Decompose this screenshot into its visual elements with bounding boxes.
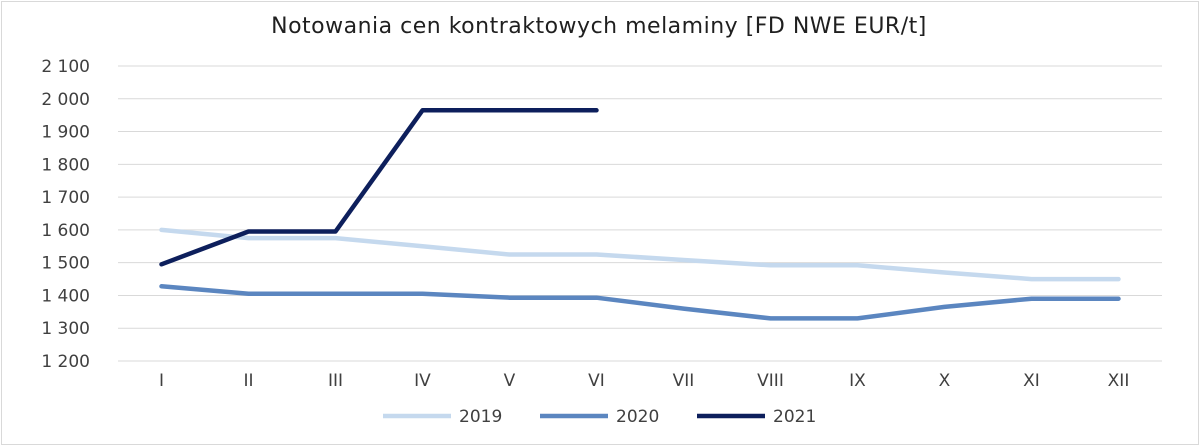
x-tick-label: V <box>504 371 516 391</box>
x-tick-label: VIII <box>757 371 784 391</box>
x-tick-label: IX <box>849 371 866 391</box>
y-axis-ticks: 1 200 1 300 1 400 1 500 1 600 1 700 1 800 1 900… <box>41 57 90 372</box>
x-tick-label: III <box>328 371 343 391</box>
y-tick-label: 2 100 <box>41 57 90 77</box>
x-tick-label: XI <box>1023 371 1040 391</box>
chart-title: Notowania cen kontraktowych melaminy [FD… <box>271 14 927 39</box>
x-tick-label: VI <box>588 371 605 391</box>
y-tick-label: 1 300 <box>41 319 90 339</box>
y-tick-label: 1 200 <box>41 352 90 372</box>
y-tick-label: 1 500 <box>41 254 90 274</box>
x-tick-label: I <box>159 371 164 391</box>
legend-item-2020[interactable]: 2020 <box>540 407 659 427</box>
y-tick-label: 2 000 <box>41 90 90 110</box>
y-tick-label: 1 600 <box>41 221 90 241</box>
x-tick-label: VII <box>673 371 695 391</box>
series-line-2020 <box>159 284 1121 321</box>
legend-label: 2020 <box>616 407 659 427</box>
gridlines <box>118 65 1162 362</box>
x-axis-ticks: I II III IV V VI VII VIII IX X XI XII <box>159 371 1129 391</box>
legend-label: 2021 <box>773 407 816 427</box>
legend[interactable]: 2019 2020 2021 <box>383 407 816 427</box>
y-tick-label: 1 800 <box>41 155 90 175</box>
legend-item-2019[interactable]: 2019 <box>383 407 502 427</box>
legend-item-2021[interactable]: 2021 <box>697 407 816 427</box>
x-tick-label: II <box>243 371 253 391</box>
x-tick-label: IV <box>414 371 431 391</box>
series-line-2019 <box>159 227 1121 282</box>
y-tick-label: 1 400 <box>41 286 90 306</box>
series-line-2021 <box>159 108 599 267</box>
series-lines <box>159 108 1121 321</box>
legend-label: 2019 <box>459 407 502 427</box>
x-tick-label: X <box>939 371 951 391</box>
y-tick-label: 1 900 <box>41 123 90 143</box>
x-tick-label: XII <box>1108 371 1130 391</box>
y-tick-label: 1 700 <box>41 188 90 208</box>
